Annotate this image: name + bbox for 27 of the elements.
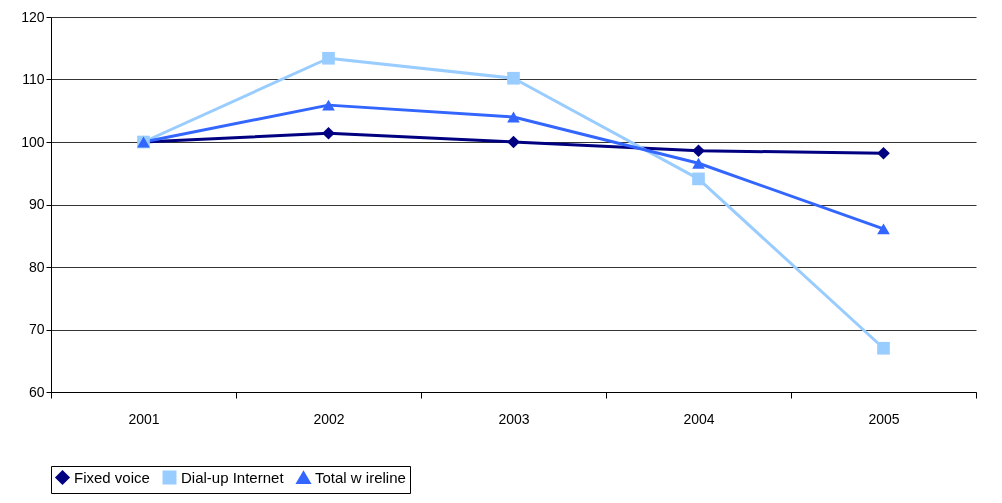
point — [322, 126, 335, 140]
point — [322, 99, 335, 111]
point — [877, 146, 890, 160]
point — [507, 71, 520, 85]
x-tick-label: 2002 — [313, 410, 345, 427]
point — [322, 51, 335, 65]
legend-label: Total w ireline — [315, 468, 406, 486]
point — [692, 172, 705, 186]
y-tick-label: 110 — [22, 71, 45, 87]
x-tick-label: 2001 — [128, 410, 160, 427]
y-tick-label: 120 — [21, 8, 45, 25]
x-tick-label: 2004 — [683, 410, 715, 427]
point — [692, 157, 705, 169]
y-tick-label: 90 — [28, 196, 45, 212]
y-tick-label: 100 — [21, 133, 45, 150]
point — [507, 135, 520, 149]
y-tick-label: 80 — [28, 258, 45, 275]
x-tick-label: 2003 — [498, 410, 530, 427]
x-tick-label: 2005 — [868, 410, 900, 427]
point — [507, 111, 520, 123]
legend-label: Fixed voice — [74, 468, 150, 486]
y-tick-label: 70 — [28, 321, 45, 337]
legend-label: Dial-up Internet — [181, 468, 285, 486]
y-tick-label: 60 — [28, 383, 45, 400]
point — [877, 223, 890, 235]
point — [692, 144, 705, 158]
point — [877, 341, 890, 355]
